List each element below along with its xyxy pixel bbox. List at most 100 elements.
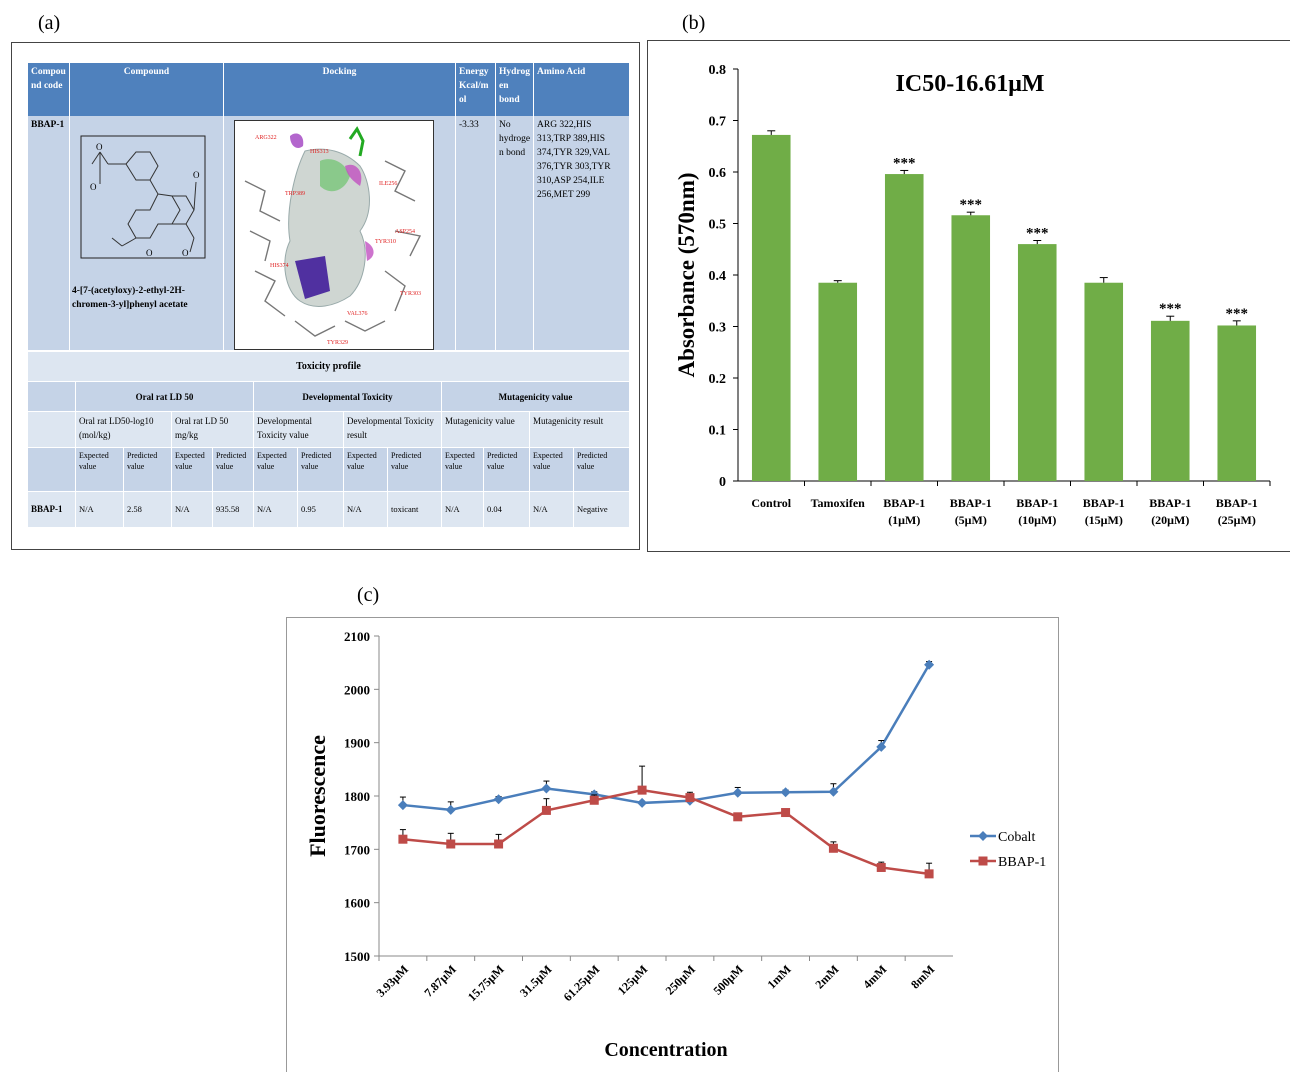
data-point (828, 843, 838, 853)
compound-structure-cell: O O O O O 4-[7-(acetyloxy)-2-ethyl-2H-ch… (70, 116, 224, 351)
residue-label: ILE256 (379, 181, 397, 187)
value-header: Predicted value (124, 448, 172, 492)
data-point (541, 783, 552, 794)
compound-code-cell: BBAP-1 (28, 116, 70, 351)
data-point (924, 659, 935, 670)
y-tick-label: 2100 (344, 629, 370, 644)
data-point (685, 793, 695, 803)
data-point (446, 839, 456, 849)
toxicity-empty-cell (28, 382, 76, 412)
value-header: Expected value (442, 448, 484, 492)
toxicity-value: toxicant (388, 492, 442, 528)
y-tick-label: 0.4 (709, 269, 727, 284)
residue-label: TYR310 (375, 239, 396, 245)
subheader: Developmental Toxicity value (254, 412, 344, 448)
x-tick-label: BBAP-1 (1μM) (883, 496, 925, 527)
docking-visualization: ARG322 HIS313 TRP389 ILE256 ASP254 TYR31… (234, 120, 434, 350)
value-header: Expected value (172, 448, 213, 492)
y-axis-label: Fluorescence (305, 735, 330, 857)
y-tick-label: 0.5 (709, 218, 727, 233)
data-point (781, 808, 791, 818)
fluorescence-chart-panel: 1500 1600 1700 1800 1900 2000 2100 3.93μM 7.87μM… (245, 617, 1059, 1072)
x-tick-label: BBAP-1 (5μM) (950, 496, 992, 527)
y-tick-label: 0.8 (709, 63, 727, 78)
data-point (589, 789, 600, 800)
x-tick-label: 3.93μM (373, 962, 411, 1000)
panel-label-b: (b) (682, 12, 706, 34)
legend-label: BBAP-1 (998, 855, 1046, 870)
value-header: Predicted value (574, 448, 630, 492)
legend-marker (978, 831, 988, 841)
amino-acid-cell: ARG 322,HIS 313,TRP 389,HIS 374,TYR 329,… (534, 116, 630, 351)
toxicity-value: 0.04 (484, 492, 530, 528)
value-header: Expected value (254, 448, 298, 492)
data-point (494, 839, 504, 849)
header-compound: Compound (70, 63, 224, 116)
atom-label: O (182, 248, 189, 258)
x-tick-label: 500μM (710, 962, 745, 997)
chart-title: IC50-16.61μM (896, 71, 1045, 97)
residue-label: VAL376 (347, 311, 368, 317)
atom-label: O (96, 142, 103, 152)
toxicity-value: N/A (76, 492, 124, 528)
x-tick-label: BBAP-1 (25μM) (1216, 496, 1258, 527)
y-tick-label: 1500 (344, 949, 370, 964)
subheader: Mutagenicity value (442, 412, 530, 448)
significance-label: *** (1159, 301, 1182, 317)
x-tick-label: BBAP-1 (15μM) (1083, 496, 1125, 527)
data-point (732, 787, 743, 798)
x-tick-label: BBAP-1 (10μM) (1016, 496, 1058, 527)
value-header: Predicted value (484, 448, 530, 492)
toxicity-profile-title: Toxicity profile (28, 352, 630, 382)
x-axis-label: Concentration (604, 1039, 727, 1061)
panel-label-a: (a) (38, 12, 61, 34)
toxicity-value: Negative (574, 492, 630, 528)
significance-label: *** (1026, 225, 1049, 241)
header-hydrogen-bond: Hydrog en bond (496, 63, 534, 116)
significance-label: *** (960, 197, 983, 213)
toxicity-value: N/A (254, 492, 298, 528)
value-header: Expected value (76, 448, 124, 492)
toxicity-empty-cell (28, 448, 76, 492)
compound-name: 4-[7-(acetyloxy)-2-ethyl-2H-chromen-3-yl… (72, 286, 188, 310)
significance-label: *** (893, 155, 916, 171)
data-point (445, 804, 456, 815)
data-point (589, 795, 599, 805)
y-axis-label: Absorbance (570nm) (674, 172, 699, 377)
group-developmental-toxicity: Developmental Toxicity (254, 382, 442, 412)
value-header: Predicted value (388, 448, 442, 492)
y-tick-label: 1900 (344, 736, 370, 751)
residue-label: TRP389 (285, 191, 305, 197)
bar (1150, 320, 1190, 481)
x-tick-label: 61.25μM (561, 962, 603, 1004)
hydrogen-bond-cell: No hydroge n bond (496, 116, 534, 351)
toxicity-value: N/A (442, 492, 484, 528)
x-tick-label: 250μM (663, 962, 698, 997)
docking-toxicity-panel: Compou nd code Compound Docking Energy K… (11, 42, 640, 550)
x-tick-label: 15.75μM (465, 962, 507, 1004)
residue-label: HIS313 (310, 149, 329, 155)
y-tick-label: 0.7 (709, 115, 727, 130)
data-point (828, 786, 839, 797)
y-tick-label: 1600 (344, 896, 370, 911)
header-energy: Energy Kcal/m ol (456, 63, 496, 116)
fluorescence-line-chart: 1500 1600 1700 1800 1900 2000 2100 3.93μM 7.87μM… (245, 629, 1046, 1061)
data-point (637, 785, 647, 795)
header-amino-acid: Amino Acid (534, 63, 630, 116)
data-point (876, 741, 887, 752)
group-mutagenicity: Mutagenicity value (442, 382, 630, 412)
toxicity-value: 2.58 (124, 492, 172, 528)
chemical-structure: O O O O O (80, 135, 206, 259)
residue-label: ASP254 (395, 229, 415, 235)
absorbance-bar-chart: 0 0.1 0.2 0.3 0.4 0.5 0.6 0.7 0.8 Control Tamoxife… (674, 63, 1271, 527)
legend-label: Cobalt (998, 830, 1035, 845)
header-docking: Docking (224, 63, 456, 116)
data-point (398, 834, 408, 844)
docking-image-cell: ARG322 HIS313 TRP389 ILE256 ASP254 TYR31… (224, 116, 456, 351)
x-tick-label: 7.87μM (421, 962, 459, 1000)
bar (951, 215, 991, 481)
value-header: Expected value (530, 448, 574, 492)
residue-label: TYR303 (400, 291, 421, 297)
data-point (876, 862, 886, 872)
subheader: Mutagenicity result (530, 412, 630, 448)
